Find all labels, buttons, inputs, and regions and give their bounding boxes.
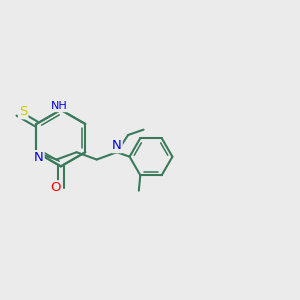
Text: O: O	[50, 181, 61, 194]
Text: NH: NH	[51, 101, 68, 111]
Text: S: S	[19, 105, 27, 118]
Text: N: N	[112, 139, 122, 152]
Text: N: N	[34, 151, 43, 164]
